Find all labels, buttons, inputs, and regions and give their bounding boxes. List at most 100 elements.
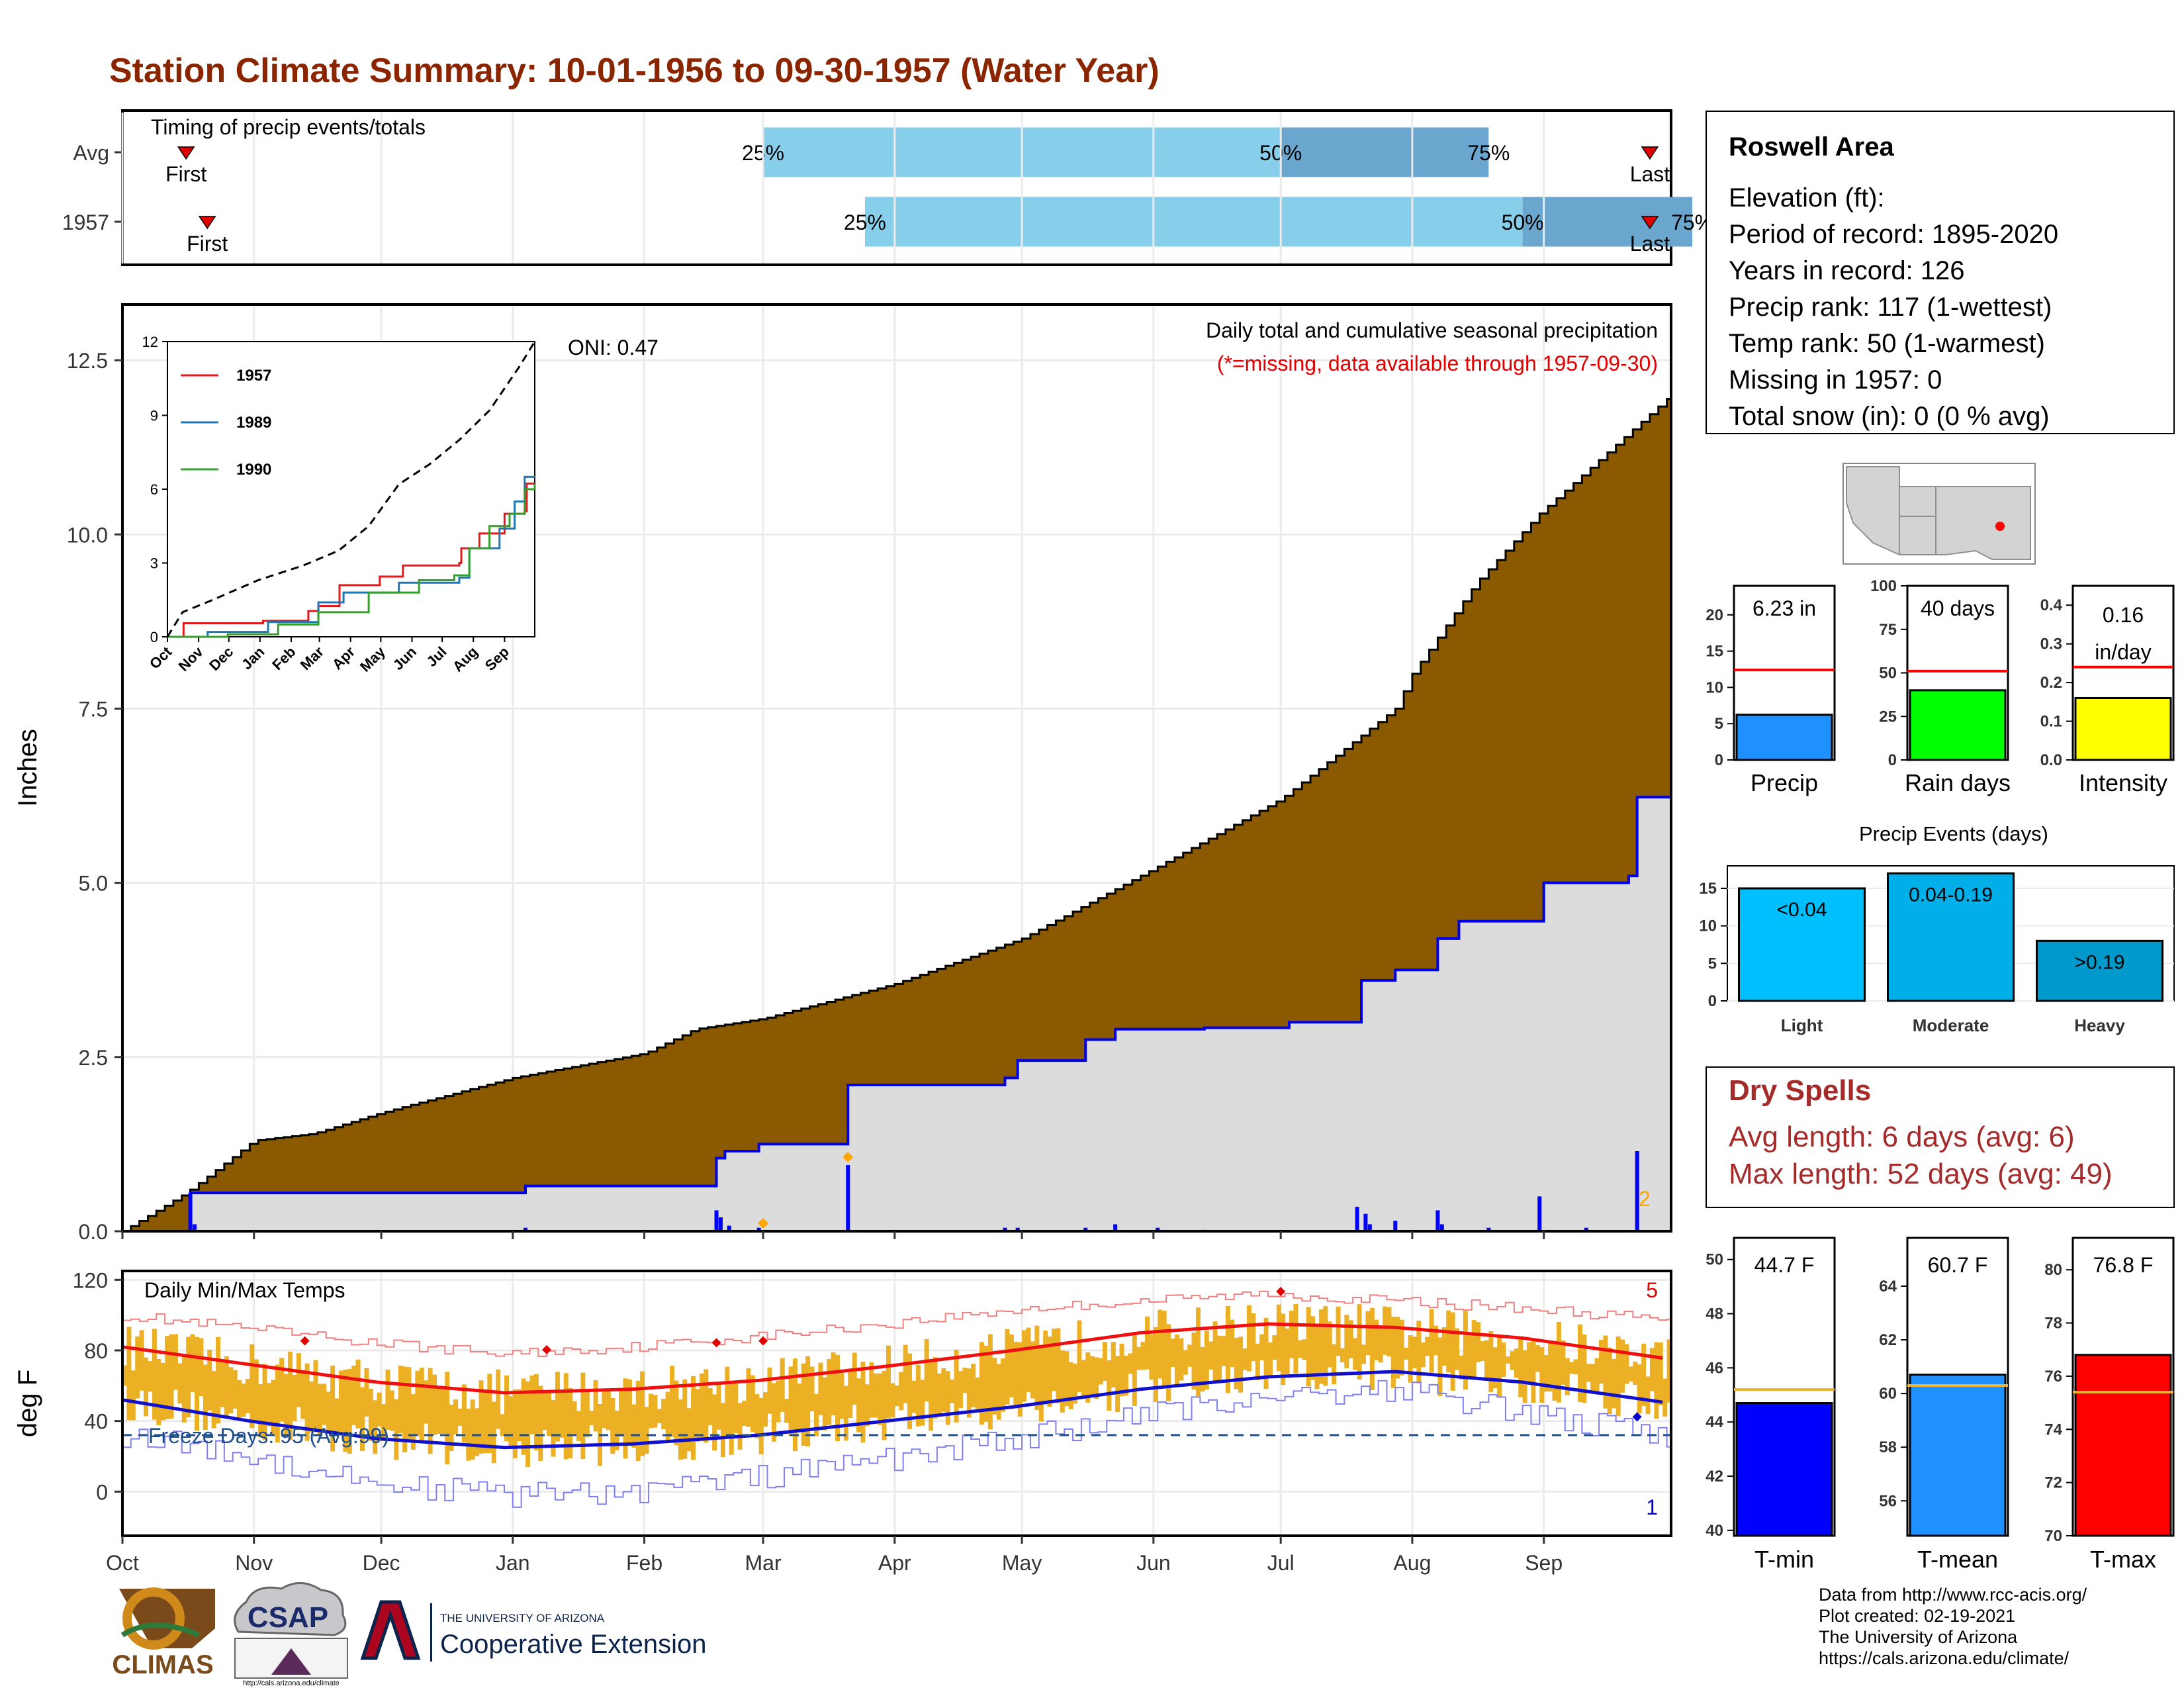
gauge-ytick-label: 46 bbox=[1706, 1359, 1723, 1377]
daily-temp-bar bbox=[1293, 1303, 1298, 1374]
daily-temp-bar bbox=[979, 1342, 985, 1425]
timing-last-label: Last bbox=[1630, 162, 1670, 186]
daily-temp-bar bbox=[975, 1377, 980, 1409]
daily-temp-bar bbox=[1420, 1342, 1426, 1368]
month-label: Aug bbox=[1393, 1551, 1431, 1575]
daily-temp-bar bbox=[1582, 1335, 1587, 1403]
daily-temp-bar bbox=[241, 1383, 246, 1417]
daily-temp-bar bbox=[355, 1359, 361, 1429]
daily-temp-bar bbox=[1200, 1346, 1205, 1392]
daily-temp-bar bbox=[457, 1408, 463, 1426]
daily-temp-bar bbox=[1357, 1304, 1362, 1380]
events-category-label: Heavy bbox=[2074, 1015, 2125, 1035]
temp-ytick-label: 120 bbox=[73, 1268, 108, 1292]
gauge-ytick-label: 0.4 bbox=[2040, 596, 2063, 614]
gauge-bar bbox=[2074, 1354, 2172, 1537]
daily-temp-bar bbox=[1242, 1348, 1248, 1370]
gauge-ytick-label: 0 bbox=[1715, 751, 1723, 769]
daily-temp-bar bbox=[716, 1382, 721, 1430]
daily-temp-bar bbox=[1263, 1317, 1269, 1389]
daily-temp-bar bbox=[410, 1393, 416, 1450]
daily-temp-bar bbox=[135, 1336, 140, 1399]
daily-temp-bar bbox=[1187, 1344, 1193, 1367]
gauge-ytick-label: 72 bbox=[2044, 1474, 2062, 1492]
avg-cumulative-area bbox=[122, 398, 1672, 1233]
inset-legend-label: 1957 bbox=[236, 367, 271, 385]
daily-temp-bar bbox=[606, 1389, 611, 1430]
gauge-ytick-label: 20 bbox=[1706, 606, 1723, 624]
year-cumulative-area bbox=[122, 797, 1671, 1231]
gauge-bar bbox=[1909, 689, 2007, 761]
daily-temp-bar bbox=[466, 1409, 471, 1461]
daily-temp-bar bbox=[1484, 1340, 1489, 1380]
station-temp-rank: Temp rank: 50 (1-warmest) bbox=[1729, 329, 2045, 358]
daily-temp-bar bbox=[1615, 1336, 1621, 1417]
precip-ytick-label: 12.5 bbox=[67, 349, 108, 373]
daily-temp-bar bbox=[661, 1399, 666, 1430]
daily-temp-bar bbox=[801, 1363, 806, 1446]
month-label: Jan bbox=[496, 1551, 530, 1575]
daily-precip-bar bbox=[1486, 1227, 1491, 1231]
record-low-marker bbox=[1632, 1412, 1642, 1422]
timing-p50-label: 50% bbox=[1502, 211, 1544, 234]
daily-temp-bar bbox=[1336, 1306, 1341, 1356]
timing-first-label: First bbox=[187, 232, 228, 256]
daily-temp-bar bbox=[1501, 1342, 1506, 1377]
events-ytick-label: 5 bbox=[1708, 955, 1717, 972]
daily-temp-bar bbox=[610, 1397, 615, 1454]
daily-temp-bar bbox=[461, 1384, 467, 1442]
daily-temp-bar bbox=[508, 1396, 514, 1447]
daily-temp-bar bbox=[1344, 1315, 1349, 1369]
daily-temp-bar bbox=[1161, 1311, 1167, 1387]
daily-temp-bar bbox=[707, 1388, 713, 1426]
gauge-ytick-label: 5 bbox=[1715, 715, 1723, 733]
daily-temp-bar bbox=[737, 1403, 743, 1450]
daily-temp-bar bbox=[644, 1407, 649, 1454]
inset-legend-label: 1989 bbox=[236, 414, 271, 432]
daily-temp-bar bbox=[584, 1391, 590, 1437]
daily-temp-bar bbox=[720, 1403, 725, 1458]
daily-temp-bar bbox=[771, 1383, 776, 1442]
daily-temp-bar bbox=[589, 1411, 594, 1426]
daily-temp-bar bbox=[1281, 1313, 1286, 1385]
daily-temp-bar bbox=[1013, 1341, 1019, 1407]
daily-temp-bar bbox=[126, 1327, 132, 1421]
daily-temp-bar bbox=[232, 1370, 238, 1409]
daily-temp-bar bbox=[529, 1375, 535, 1434]
daily-temp-bar bbox=[1404, 1347, 1409, 1360]
daily-temp-bar bbox=[266, 1383, 271, 1427]
daily-temp-bar bbox=[317, 1383, 322, 1436]
daily-temp-bar bbox=[475, 1408, 480, 1456]
daily-temp-bar bbox=[551, 1400, 556, 1457]
daily-temp-bar bbox=[640, 1371, 645, 1456]
daily-temp-bar bbox=[1531, 1340, 1536, 1403]
daily-temp-bar bbox=[1022, 1330, 1027, 1402]
gauge-ytick-label: 25 bbox=[1879, 708, 1897, 726]
daily-temp-bar bbox=[1539, 1347, 1545, 1403]
daily-temp-bar bbox=[1374, 1319, 1379, 1361]
gauge-ytick-label: 0 bbox=[1888, 751, 1897, 769]
daily-temp-bar bbox=[1340, 1348, 1345, 1363]
daily-temp-bar bbox=[1353, 1338, 1358, 1370]
station-elevation: Elevation (ft): bbox=[1729, 183, 1885, 212]
daily-temp-bar bbox=[470, 1399, 475, 1460]
daily-precip-bar bbox=[1113, 1224, 1118, 1231]
daily-temp-bar bbox=[1246, 1305, 1251, 1372]
month-label: Jul bbox=[1267, 1551, 1295, 1575]
gauge-ytick-label: 78 bbox=[2044, 1315, 2062, 1333]
daily-temp-bar bbox=[309, 1382, 314, 1432]
daily-precip-bar bbox=[188, 1193, 193, 1231]
daily-precip-bar bbox=[1355, 1207, 1359, 1231]
daily-temp-bar bbox=[258, 1384, 263, 1438]
inset-series-1957 bbox=[167, 482, 535, 638]
daily-temp-bar bbox=[576, 1411, 581, 1441]
climas-text: CLIMAS bbox=[112, 1650, 213, 1679]
daily-temp-bar bbox=[831, 1352, 836, 1416]
inset-ytick-label: 6 bbox=[150, 481, 158, 498]
daily-temp-bar bbox=[173, 1334, 178, 1390]
daily-temp-bar bbox=[813, 1393, 819, 1436]
daily-temp-bar bbox=[1348, 1320, 1353, 1358]
daily-temp-bar bbox=[1136, 1346, 1142, 1370]
daily-temp-bar bbox=[1450, 1312, 1455, 1391]
